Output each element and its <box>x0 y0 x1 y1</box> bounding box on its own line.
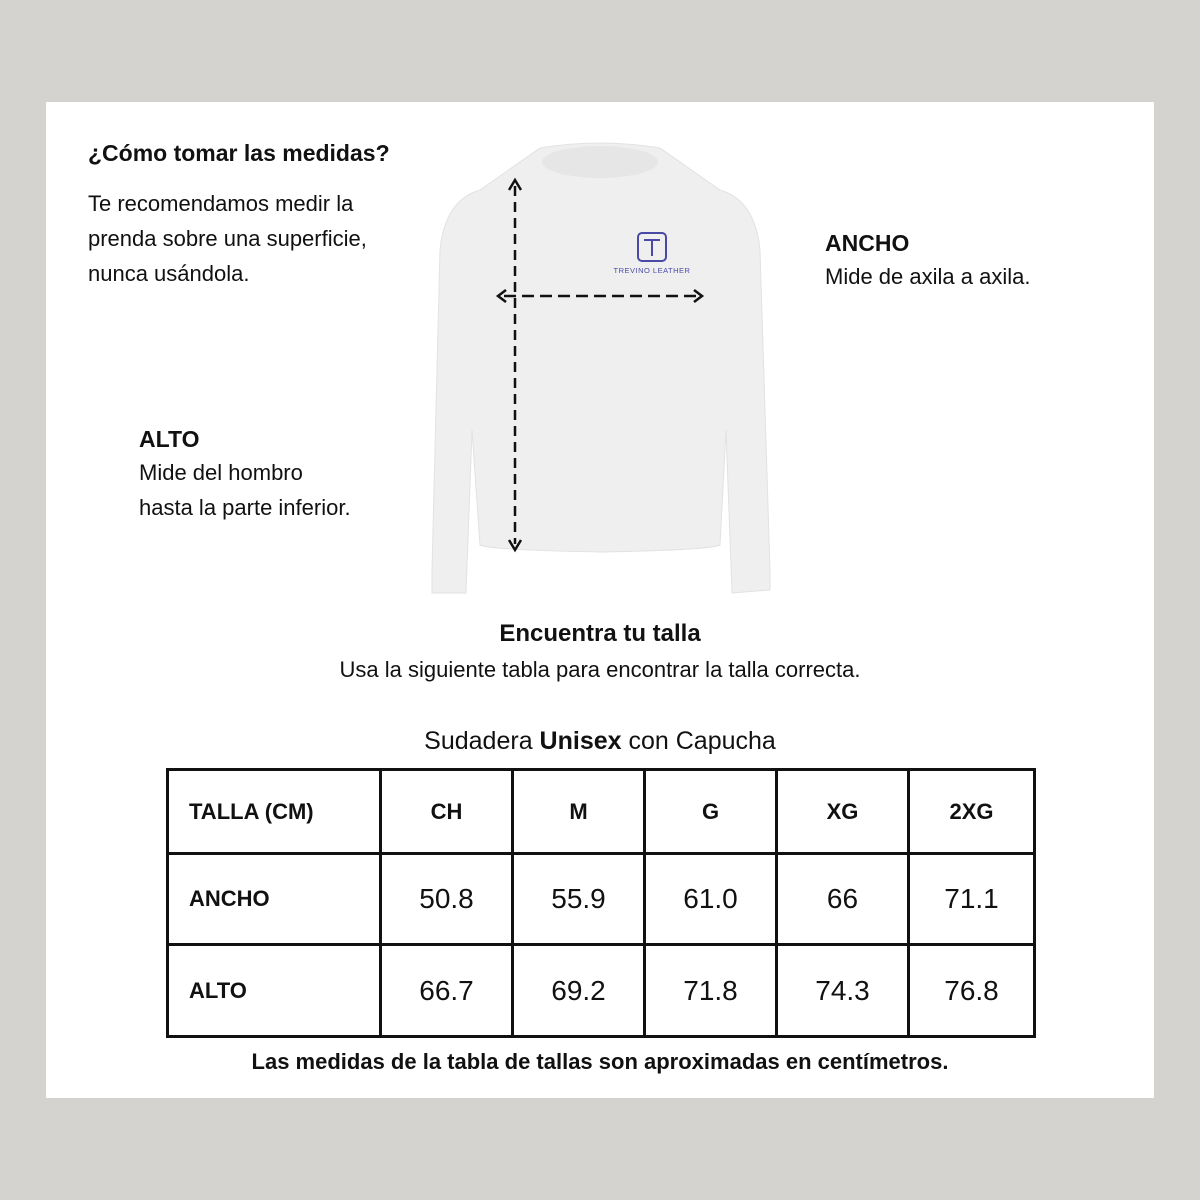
howto-line: Te recomendamos medir la <box>88 191 354 216</box>
table-cell: 76.8 <box>907 943 1036 1038</box>
alto-desc-line: hasta la parte inferior. <box>139 495 351 520</box>
header-cell: TALLA (CM) <box>166 768 382 855</box>
alto-title: ALTO <box>139 426 200 452</box>
howto-title: ¿Cómo tomar las medidas? <box>88 140 390 166</box>
table-header-row: TALLA (CM) CH M G XG 2XG <box>166 768 1036 855</box>
alto-arrow <box>507 177 523 553</box>
table-row: ANCHO 50.8 55.9 61.0 66 71.1 <box>166 852 1036 946</box>
alto-info: ALTO Mide del hombro hasta la parte infe… <box>139 426 351 525</box>
table-cell: 66 <box>775 852 910 946</box>
brand-logo: TREVINO LEATHER <box>614 232 691 275</box>
table-cell: 61.0 <box>643 852 778 946</box>
sweatshirt-illustration: TREVINO LEATHER <box>431 142 771 594</box>
table-cell: 50.8 <box>379 852 514 946</box>
size-table: TALLA (CM) CH M G XG 2XG ANCHO 50.8 55.9… <box>166 768 1036 1038</box>
row-label: ALTO <box>166 943 382 1038</box>
header-cell: XG <box>775 768 910 855</box>
header-cell: G <box>643 768 778 855</box>
table-title-post: con Capucha <box>621 727 776 755</box>
header-cell: 2XG <box>907 768 1036 855</box>
howto-line: prenda sobre una superficie, <box>88 226 367 251</box>
table-row: ALTO 66.7 69.2 71.8 74.3 76.8 <box>166 943 1036 1038</box>
table-cell: 66.7 <box>379 943 514 1038</box>
header-cell: CH <box>379 768 514 855</box>
find-size-title: Encuentra tu talla <box>499 620 701 647</box>
howto-text: Te recomendamos medir la prenda sobre un… <box>88 186 367 291</box>
row-label: ANCHO <box>166 852 382 946</box>
ancho-desc: Mide de axila a axila. <box>825 264 1031 289</box>
table-title: Sudadera Unisex con Capucha <box>0 727 1200 756</box>
table-cell: 55.9 <box>511 852 646 946</box>
table-title-bold: Unisex <box>539 727 622 755</box>
ancho-info: ANCHO Mide de axila a axila. <box>825 230 1030 294</box>
find-size-subtitle: Usa la siguiente tabla para encontrar la… <box>339 657 861 682</box>
table-cell: 74.3 <box>775 943 910 1038</box>
alto-desc-line: Mide del hombro <box>139 460 303 485</box>
table-title-pre: Sudadera <box>424 727 540 755</box>
logo-text: TREVINO LEATHER <box>614 266 691 275</box>
header-cell: M <box>511 768 646 855</box>
table-cell: 71.8 <box>643 943 778 1038</box>
ancho-arrow <box>495 289 705 303</box>
ancho-title: ANCHO <box>825 230 910 256</box>
table-cell: 69.2 <box>511 943 646 1038</box>
howto-line: nunca usándola. <box>88 261 250 286</box>
table-cell: 71.1 <box>907 852 1036 946</box>
footnote: Las medidas de la tabla de tallas son ap… <box>251 1049 949 1074</box>
